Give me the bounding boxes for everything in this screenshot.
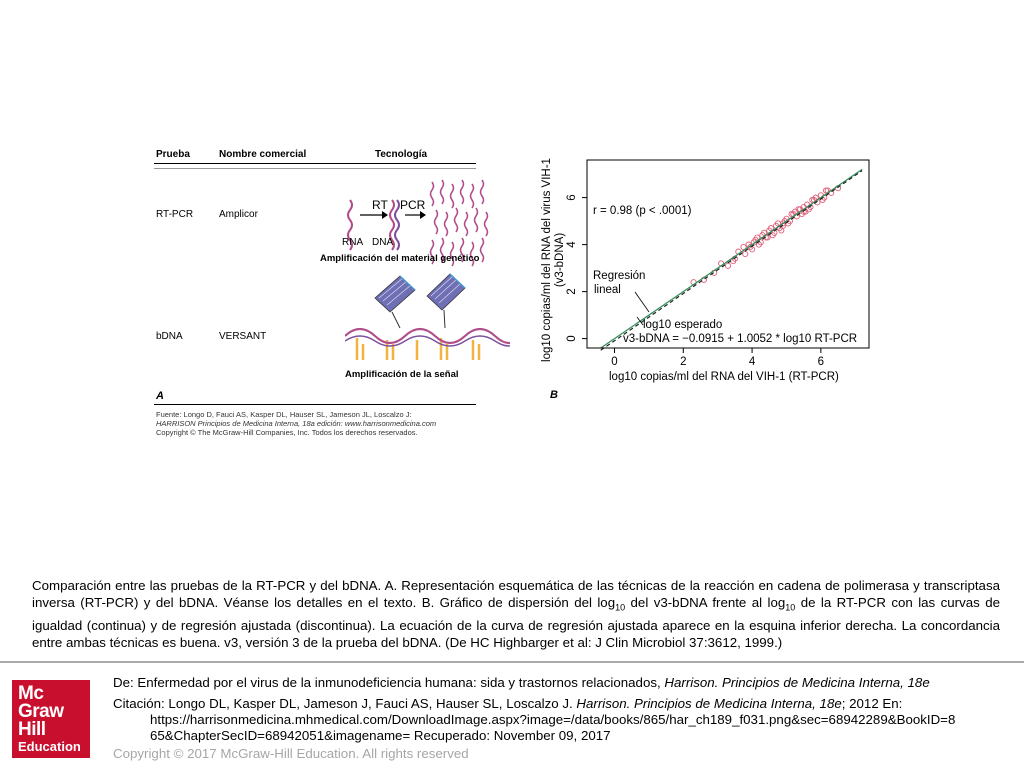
data-point	[795, 206, 802, 213]
rna-label: RNA	[342, 237, 364, 248]
mcgraw-hill-logo: Mc Graw Hill Education	[12, 680, 90, 758]
row1-name: Amplicor	[219, 209, 258, 220]
logo-line2: Graw	[18, 701, 64, 722]
row1-test: RT-PCR	[156, 209, 194, 220]
source-rule	[154, 404, 476, 405]
x-tick-label: 0	[611, 356, 617, 368]
regression-label: Regresión lineal	[593, 269, 645, 297]
regression-line	[600, 170, 863, 351]
caption-part2: del v3-bDNA frente al log	[625, 595, 786, 610]
y-tick-label: 0	[566, 335, 578, 341]
y-axis-label-line1: log10 copias/ml del RNA del virus VIH-1	[541, 158, 553, 362]
data-point	[740, 243, 747, 251]
source-line-3: Copyright © The McGraw-Hill Companies, I…	[156, 428, 418, 437]
caption-part1: Comparación entre las pruebas de la RT-P…	[32, 578, 1000, 610]
panel-a-letter: A	[156, 390, 164, 402]
row2-name: VERSANT	[219, 331, 267, 342]
figure-panel-a: Prueba Nombre comercial Tecnología RT-PC…	[150, 140, 510, 440]
data-point	[761, 229, 768, 236]
footer-de-prefix: De: Enfermedad por el virus de la inmuno…	[113, 675, 665, 690]
y-axis-label: log10 copias/ml del RNA del virus VIH-1 …	[541, 135, 567, 385]
scatter-chart: 0 2 4 6 0 2 4 6	[566, 159, 870, 368]
footer-cit-suffix: ; 2012 En:	[841, 696, 903, 711]
figure-caption: Comparación entre las pruebas de la RT-P…	[32, 577, 1000, 651]
y-tick-label: 6	[566, 194, 578, 200]
expected-label: log10 esperado	[643, 319, 723, 331]
source-line-1: Fuente: Longo D, Fauci AS, Kasper DL, Ha…	[156, 410, 412, 419]
data-point	[724, 262, 732, 269]
bdna-diagram	[345, 273, 510, 360]
header-name: Nombre comercial	[219, 149, 307, 160]
pcr-label: PCR	[400, 198, 426, 212]
header-test: Prueba	[156, 149, 190, 160]
amp-signal-label: Amplificación de la señal	[345, 369, 459, 380]
footer-cit-italic: Harrison. Principios de Medicina Interna…	[576, 696, 842, 711]
x-axis-label: log10 copias/ml del RNA del VIH-1 (RT-PC…	[609, 371, 839, 383]
amp-genetic-label: Amplificación del material genético	[320, 253, 480, 264]
r-annotation: r = 0.98 (p < .0001)	[593, 205, 692, 217]
footer-divider	[0, 661, 1024, 663]
regression-label-line2: lineal	[594, 284, 621, 296]
panel-b-letter: B	[550, 389, 558, 401]
regression-equation: v3-bDNA = −0.0915 + 1.0052 * log10 RT-PC…	[623, 333, 858, 345]
data-point	[774, 220, 781, 227]
data-point	[754, 234, 761, 241]
figure-panel-b: 0 2 4 6 0 2 4 6 r = 0.98 (p < .0001) Regresión …	[525, 145, 875, 410]
caption-sub2: 10	[785, 602, 796, 613]
data-point	[822, 187, 830, 194]
dna-label: DNA	[372, 237, 394, 248]
y-axis-label-line2: (v3-bDNA)	[554, 232, 566, 288]
footer-cit-prefix: Citación: Longo DL, Kasper DL, Jameson J…	[113, 696, 577, 711]
footer-citation: Citación: Longo DL, Kasper DL, Jameson J…	[113, 696, 902, 712]
rt-label: RT	[372, 198, 388, 212]
expected-pointer	[636, 316, 644, 326]
footer-url-2: 65&ChapterSecID=68942051&imagename= Recu…	[150, 728, 611, 743]
row2-test: bDNA	[156, 331, 183, 342]
header-tech: Tecnología	[375, 149, 428, 160]
footer-copyright: Copyright © 2017 McGraw-Hill Education. …	[113, 746, 469, 761]
x-tick-label: 2	[680, 356, 686, 368]
header-rule-2	[154, 168, 476, 169]
x-tick-label: 6	[818, 356, 824, 368]
logo-line1: Mc	[18, 683, 44, 704]
logo-line4: Education	[18, 739, 81, 754]
y-tick-label: 2	[566, 288, 578, 294]
header-rule	[154, 163, 476, 164]
regression-label-line1: Regresión	[593, 270, 646, 282]
logo-line3: Hill	[18, 719, 46, 740]
data-point	[812, 194, 819, 201]
footer-de-italic: Harrison. Principios de Medicina Interna…	[664, 675, 930, 690]
rt-pcr-diagram	[347, 179, 489, 267]
source-line-2: HARRISON Principios de Medicina Interna,…	[156, 419, 437, 428]
caption-sub1: 10	[615, 602, 626, 613]
footer-source: De: Enfermedad por el virus de la inmuno…	[113, 675, 930, 691]
y-tick-label: 4	[566, 241, 578, 248]
footer-url-1[interactable]: https://harrisonmedicina.mhmedical.com/D…	[150, 712, 956, 727]
identity-line	[600, 168, 863, 349]
data-point	[767, 225, 775, 232]
data-point	[742, 250, 749, 258]
x-tick-label: 4	[749, 356, 756, 368]
plot-frame	[586, 159, 870, 349]
caption-part3: de la RT-PCR con las curvas de igualdad …	[32, 595, 1000, 650]
regression-pointer	[634, 291, 650, 313]
